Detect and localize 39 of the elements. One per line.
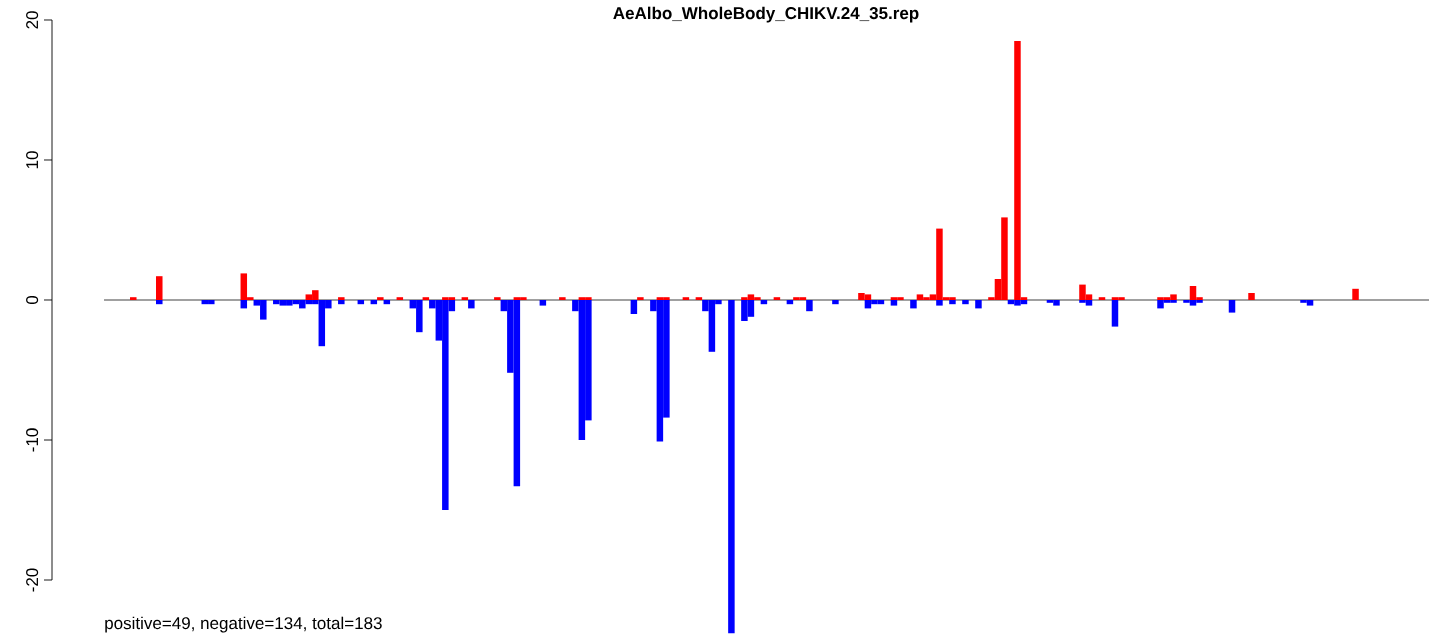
bar xyxy=(1111,300,1119,327)
bar xyxy=(377,297,384,300)
bar xyxy=(338,297,345,300)
bar xyxy=(338,300,345,305)
bar xyxy=(1098,297,1106,300)
bar xyxy=(910,300,917,309)
bar xyxy=(975,300,982,309)
bar xyxy=(936,300,943,306)
bar xyxy=(461,297,469,300)
y-tick-label: -20 xyxy=(26,568,39,592)
bar xyxy=(156,300,163,305)
bar xyxy=(539,300,547,306)
y-tick-label: 0 xyxy=(26,295,39,305)
bar xyxy=(630,300,638,314)
bar xyxy=(773,297,781,300)
bar xyxy=(890,300,898,306)
y-tick-label: -10 xyxy=(26,428,39,452)
y-tick-label: 10 xyxy=(26,151,39,169)
bar xyxy=(396,297,404,300)
chart-title: AeAlbo_WholeBody_CHIKV.24_35.rep xyxy=(613,6,919,23)
bar xyxy=(422,297,430,300)
bar xyxy=(962,300,969,305)
bar xyxy=(1248,293,1255,300)
bar xyxy=(1228,300,1236,313)
bar xyxy=(832,300,839,305)
bar xyxy=(728,300,735,634)
bar xyxy=(156,276,163,300)
bar xyxy=(1352,288,1359,300)
bar xyxy=(130,297,137,300)
bar xyxy=(806,300,813,312)
bar xyxy=(695,297,703,300)
y-tick-label: 20 xyxy=(26,11,39,29)
bar xyxy=(468,300,475,309)
bar xyxy=(637,297,644,300)
annotation: positive=49, negative=134, total=183 xyxy=(105,616,382,633)
bar xyxy=(559,297,566,300)
bar xyxy=(494,297,501,300)
bar xyxy=(949,300,956,305)
bar xyxy=(682,297,690,300)
